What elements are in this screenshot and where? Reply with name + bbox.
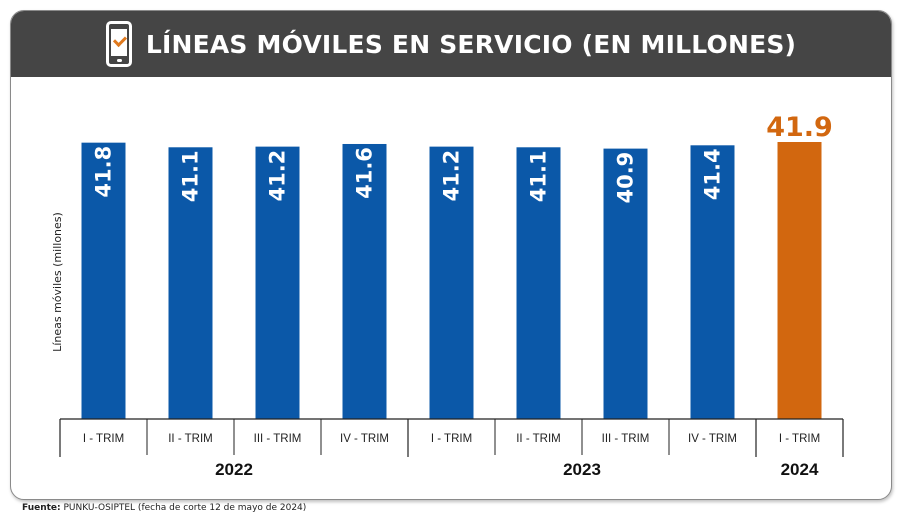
bar [516,147,561,419]
bar [429,146,474,419]
category-tick-label: IV - TRIM [340,433,389,445]
bar [255,146,300,419]
chart-header: LÍNEAS MÓVILES EN SERVICIO (EN MILLONES) [11,11,891,77]
source-label: Fuente: [22,503,61,513]
bar [342,143,387,420]
category-tick-label: II - TRIM [516,433,561,445]
category-tick-label: IV - TRIM [688,433,737,445]
category-tick-label: III - TRIM [602,433,650,445]
bar [168,147,213,419]
bar [81,142,126,419]
year-label: 2024 [781,460,819,479]
bar [603,148,648,420]
category-tick-label: I - TRIM [431,433,472,445]
category-tick-label: I - TRIM [83,433,124,445]
year-label: 2022 [215,460,253,479]
source-note: Fuente: PUNKU-OSIPTEL (fecha de corte 12… [22,503,306,513]
bar [690,145,735,420]
category-tick-label: II - TRIM [168,433,213,445]
bar [777,142,822,419]
year-label: 2023 [563,460,601,479]
source-text: PUNKU-OSIPTEL (fecha de corte 12 de mayo… [63,503,307,513]
bar-value-label: 41.2 [440,150,464,202]
category-tick-label: III - TRIM [254,433,302,445]
bar-value-label: 41.1 [179,150,203,202]
bar-value-label: 41.2 [266,150,290,202]
bar-value-label: 41.9 [766,112,833,143]
y-axis-label: Líneas móviles (millones) [51,212,64,352]
chart-title: LÍNEAS MÓVILES EN SERVICIO (EN MILLONES) [145,29,797,59]
bar-value-label: 40.9 [614,152,638,204]
category-tick-label: I - TRIM [779,433,820,445]
bar-value-label: 41.6 [353,147,377,199]
bar-value-label: 41.4 [701,148,725,200]
bar-value-label: 41.1 [527,150,551,202]
smartphone-check-icon [105,21,132,67]
bar-value-label: 41.8 [92,146,116,198]
